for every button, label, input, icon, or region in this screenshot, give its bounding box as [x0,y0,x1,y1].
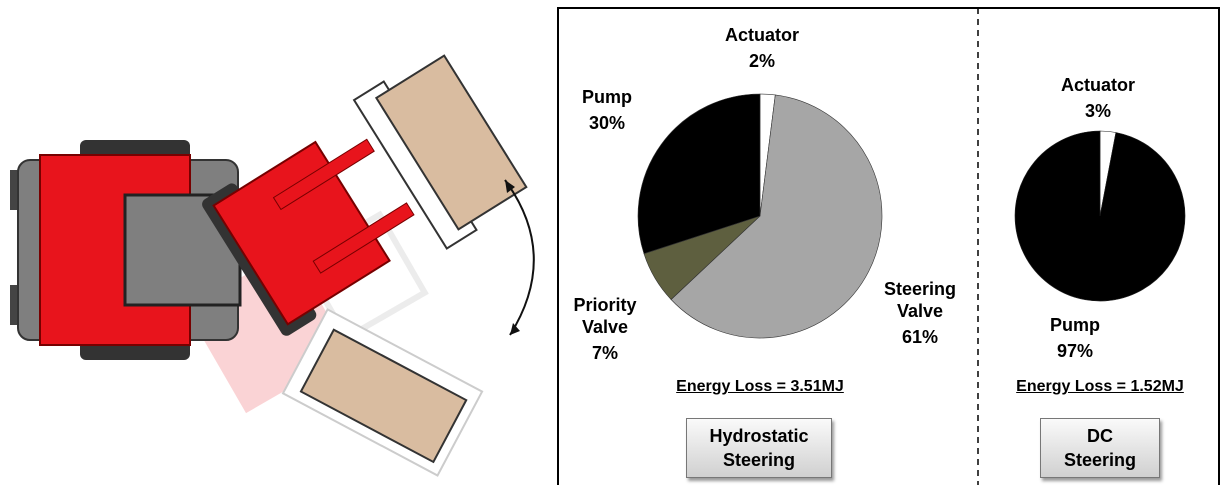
arrow-head [505,180,520,335]
slice-label: Pump [1049,315,1100,335]
energy-loss: Energy Loss = 1.52MJ [1016,378,1184,395]
panel-frame [557,7,1220,485]
slice-value-label: 97% [1056,341,1094,361]
slice-label: Pump [581,87,632,107]
pie-slice [637,93,761,255]
slice-value-label: 7% [591,343,618,363]
slice-value-label: 30% [588,113,626,133]
loader-illustration [10,54,535,477]
slice-label: Actuator [1060,75,1135,95]
slice-label: Priority Valve [573,295,637,337]
slice-label: Steering Valve [883,279,957,321]
slice-label: Actuator [724,25,799,45]
steering-type: DC Steering [1040,418,1160,478]
slice-value-label: 61% [901,327,939,347]
swing-arrow [504,179,535,336]
pie-slice [1014,130,1186,302]
energy-loss: Energy Loss = 3.51MJ [676,378,844,395]
slice-value-label: 3% [1084,101,1111,121]
pie-slice [670,94,883,339]
steering-type: Hydrostatic Steering [686,418,832,478]
ghost-bucket [281,308,484,477]
slice-value-label: 2% [748,51,775,71]
front-frame [202,54,528,336]
